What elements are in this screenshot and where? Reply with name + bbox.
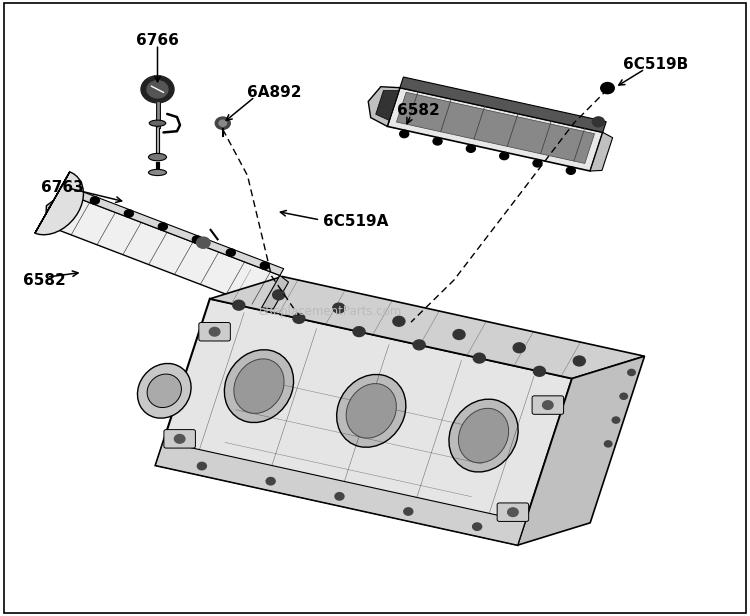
Text: eReplacementParts.com: eReplacementParts.com	[258, 304, 402, 318]
Ellipse shape	[337, 375, 406, 447]
Circle shape	[433, 137, 442, 145]
Polygon shape	[46, 197, 76, 230]
Circle shape	[404, 508, 412, 515]
Polygon shape	[590, 132, 613, 171]
Polygon shape	[400, 77, 606, 132]
Circle shape	[197, 463, 206, 470]
Circle shape	[601, 83, 614, 94]
Circle shape	[542, 401, 553, 410]
Circle shape	[500, 152, 508, 160]
Circle shape	[124, 210, 134, 217]
Polygon shape	[376, 91, 399, 120]
Polygon shape	[518, 356, 644, 545]
Circle shape	[219, 120, 226, 126]
Text: 6A892: 6A892	[248, 85, 302, 100]
Ellipse shape	[147, 374, 182, 408]
Polygon shape	[397, 92, 595, 163]
Ellipse shape	[149, 120, 166, 126]
Circle shape	[266, 477, 275, 485]
FancyBboxPatch shape	[164, 429, 196, 448]
Circle shape	[453, 330, 465, 339]
Polygon shape	[35, 172, 83, 235]
Circle shape	[232, 300, 244, 310]
Circle shape	[393, 317, 405, 326]
Ellipse shape	[224, 350, 293, 423]
Circle shape	[566, 167, 575, 174]
Text: 6763: 6763	[41, 180, 84, 195]
Circle shape	[472, 523, 482, 530]
Circle shape	[158, 223, 167, 230]
Ellipse shape	[148, 153, 166, 161]
Text: 6582: 6582	[398, 103, 440, 118]
Circle shape	[533, 367, 545, 376]
Text: 6766: 6766	[136, 33, 179, 47]
Circle shape	[91, 197, 100, 204]
FancyBboxPatch shape	[199, 323, 230, 341]
Polygon shape	[368, 87, 400, 126]
Circle shape	[175, 434, 185, 443]
Polygon shape	[262, 275, 289, 309]
Polygon shape	[155, 299, 572, 545]
Circle shape	[400, 130, 409, 137]
Text: 6C519A: 6C519A	[322, 214, 388, 229]
Circle shape	[628, 370, 635, 376]
Circle shape	[513, 343, 525, 353]
Polygon shape	[387, 87, 603, 171]
Text: 6582: 6582	[22, 273, 65, 288]
Circle shape	[335, 493, 344, 500]
Circle shape	[260, 262, 269, 269]
Circle shape	[353, 326, 365, 336]
Ellipse shape	[346, 384, 396, 438]
Text: 6C519B: 6C519B	[622, 57, 688, 72]
Circle shape	[620, 393, 628, 399]
Polygon shape	[58, 197, 280, 308]
Ellipse shape	[449, 399, 518, 472]
Circle shape	[604, 441, 612, 447]
Circle shape	[333, 303, 345, 313]
Circle shape	[209, 328, 220, 336]
FancyBboxPatch shape	[497, 503, 529, 521]
Circle shape	[612, 417, 620, 423]
Circle shape	[533, 160, 542, 167]
Circle shape	[573, 356, 585, 366]
FancyBboxPatch shape	[532, 396, 563, 415]
Ellipse shape	[234, 359, 284, 413]
Circle shape	[592, 117, 604, 127]
Circle shape	[273, 290, 285, 300]
Circle shape	[413, 340, 425, 350]
Polygon shape	[210, 277, 644, 378]
Circle shape	[508, 508, 518, 516]
Ellipse shape	[458, 408, 509, 463]
Polygon shape	[76, 190, 284, 275]
Circle shape	[196, 237, 210, 248]
Polygon shape	[155, 442, 526, 545]
Circle shape	[141, 76, 174, 103]
Circle shape	[293, 314, 305, 323]
Circle shape	[226, 249, 236, 256]
Circle shape	[192, 236, 201, 243]
Ellipse shape	[137, 363, 191, 418]
Circle shape	[147, 81, 168, 98]
Circle shape	[466, 145, 476, 152]
Circle shape	[215, 117, 230, 129]
Circle shape	[473, 353, 485, 363]
Ellipse shape	[148, 169, 166, 176]
